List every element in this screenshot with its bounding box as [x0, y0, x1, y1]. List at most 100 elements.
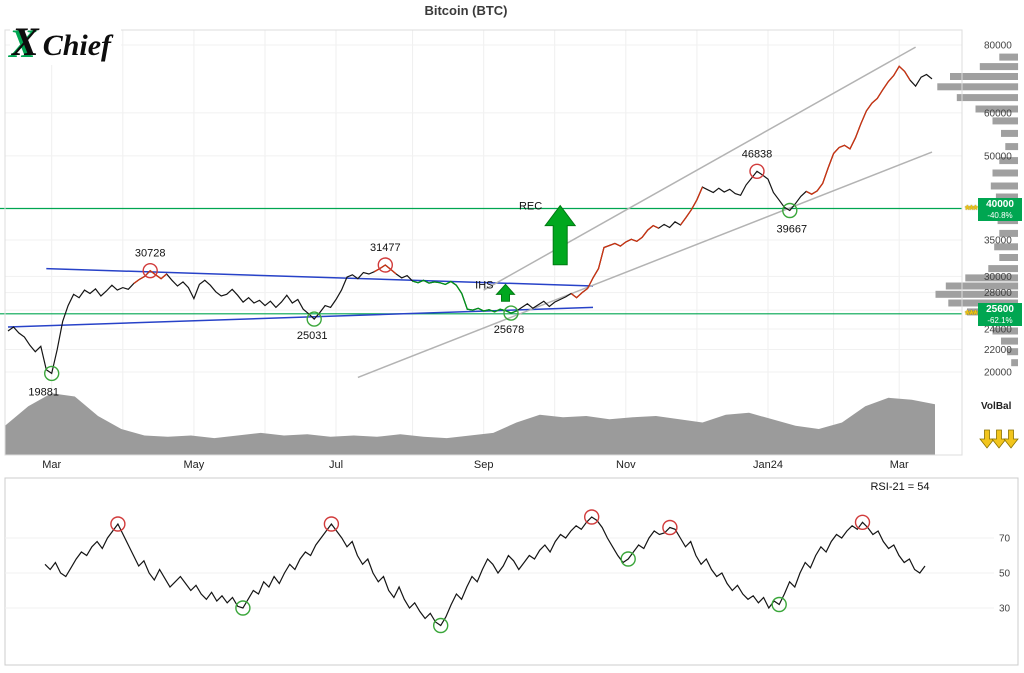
rsi-panel-border — [4, 477, 1019, 666]
x-axis-label: May — [184, 459, 205, 471]
y-axis-label: 50000 — [984, 151, 1012, 162]
stars-icon: *** — [964, 201, 978, 217]
volume-profile-bar — [935, 290, 1018, 298]
volume-profile-bar — [1007, 348, 1019, 356]
x-axis-label: Jul — [329, 459, 343, 471]
rsi-axis-label: 50 — [999, 569, 1011, 580]
volume-profile-bar — [945, 282, 1019, 290]
stars-icon: *** — [964, 306, 978, 322]
volume-profile-bar — [992, 169, 1018, 177]
volume-profile-bar — [999, 229, 1018, 237]
price-annotation: 31477 — [370, 242, 401, 254]
volume-profile-bar — [975, 105, 1018, 113]
yellow-down-arrow-icon — [979, 429, 995, 449]
volume-profile-bar — [1011, 359, 1018, 367]
price-annotation: 25678 — [494, 324, 525, 336]
gray-trendline — [483, 46, 916, 291]
trough-circle-marker — [782, 202, 798, 219]
rsi-trough-circle-marker — [620, 551, 636, 567]
rsi-axis-label: 30 — [999, 604, 1011, 615]
volume-profile-bar — [1001, 337, 1018, 345]
y-axis-label: 60000 — [984, 108, 1012, 119]
volume-profile-bar — [999, 254, 1018, 261]
logo-x-letter: X — [12, 19, 39, 64]
price-level-value: 25600 — [986, 304, 1014, 315]
price-annotation: 25031 — [297, 330, 328, 342]
y-axis-label: 30000 — [984, 272, 1012, 283]
price-level-value: 40000 — [986, 199, 1014, 210]
trough-circle-marker — [306, 311, 322, 327]
price-line-red-segment — [570, 224, 659, 299]
rsi-value-label: RSI-21 = 54 — [870, 481, 929, 493]
price-line-red-segment — [133, 269, 168, 285]
rsi-peak-circle-marker — [854, 514, 871, 530]
volume-profile-bar — [988, 265, 1018, 273]
volume-profile-bar — [1005, 143, 1019, 151]
volume-profile-bar — [999, 53, 1018, 61]
volume-profile-bar — [956, 94, 1018, 102]
logo-x-green-accent: X — [9, 21, 36, 66]
rsi-trough-circle-marker — [235, 600, 251, 616]
price-annotation: 30728 — [135, 248, 166, 260]
volume-profile-bar — [950, 73, 1018, 80]
price-annotation: 19881 — [28, 386, 59, 398]
volbal-area — [5, 393, 935, 455]
x-axis-label: Jan24 — [753, 459, 783, 471]
rsi-peak-circle-marker — [662, 519, 678, 536]
volume-profile-bar — [994, 243, 1018, 251]
chart-title: Bitcoin (BTC) — [424, 3, 508, 18]
rsi-peak-circle-marker — [110, 516, 126, 532]
volume-profile-bar — [979, 63, 1019, 71]
y-axis-label: 80000 — [984, 41, 1012, 52]
rsi-peak-circle-marker — [323, 516, 340, 532]
up-arrow-ihs-icon — [495, 283, 516, 302]
price-line — [7, 65, 933, 375]
price-line-red-segment — [679, 186, 703, 226]
volume-profile-bar — [937, 83, 1019, 91]
volume-profile-bar — [995, 193, 1018, 201]
x-axis-label: Mar — [890, 459, 909, 471]
price-level-value-box: 40000 -40.8% — [978, 198, 1022, 221]
peak-circle-marker — [142, 263, 158, 279]
price-level-percent: -40.8% — [987, 210, 1013, 220]
yellow-down-arrow-icon — [991, 429, 1007, 449]
trough-circle-marker — [503, 305, 519, 321]
volume-profile-bar — [992, 117, 1018, 125]
pattern-label-ihs: IHS — [475, 279, 493, 291]
price-line-green-segment — [412, 279, 517, 314]
price-level-percent: -62.1% — [987, 315, 1013, 325]
volume-profile-bar — [990, 182, 1018, 190]
price-line-red-segment — [373, 264, 397, 275]
x-axis-label: Sep — [474, 459, 494, 471]
rsi-trough-circle-marker — [433, 617, 449, 634]
y-axis-label: 20000 — [984, 368, 1012, 379]
x-axis-label: Mar — [42, 459, 61, 471]
gray-trendline — [357, 151, 933, 379]
rsi-axis-label: 70 — [999, 534, 1011, 545]
logo-wordmark: Chief — [42, 29, 112, 62]
blue-trendline — [46, 267, 594, 287]
x-axis-label: Nov — [616, 459, 636, 471]
peak-circle-marker — [377, 257, 393, 273]
volume-profile-bar — [965, 274, 1018, 282]
price-level-badge: *** 40000 -40.8% — [965, 198, 1022, 221]
up-arrow-rec-icon — [544, 204, 577, 266]
pattern-label-rec: REC — [519, 201, 542, 213]
rsi-peak-circle-marker — [584, 509, 600, 525]
y-axis-label: 28000 — [984, 288, 1012, 299]
y-axis-label: 35000 — [984, 236, 1012, 247]
price-annotation: 39667 — [777, 224, 808, 236]
y-axis-label: 24000 — [984, 325, 1012, 336]
volume-profile-bar — [992, 327, 1018, 335]
price-annotation: 46838 — [742, 148, 773, 160]
blue-trendline — [7, 306, 594, 328]
main-chart-border — [4, 29, 963, 456]
trough-circle-marker — [44, 365, 60, 382]
y-axis-label: 22000 — [984, 345, 1012, 356]
volbal-label: VolBal — [981, 401, 1012, 412]
rsi-trough-circle-marker — [771, 596, 787, 613]
yellow-down-arrow-icon — [1003, 429, 1019, 449]
volume-profile-bar — [999, 157, 1018, 165]
peak-circle-marker — [749, 163, 765, 180]
